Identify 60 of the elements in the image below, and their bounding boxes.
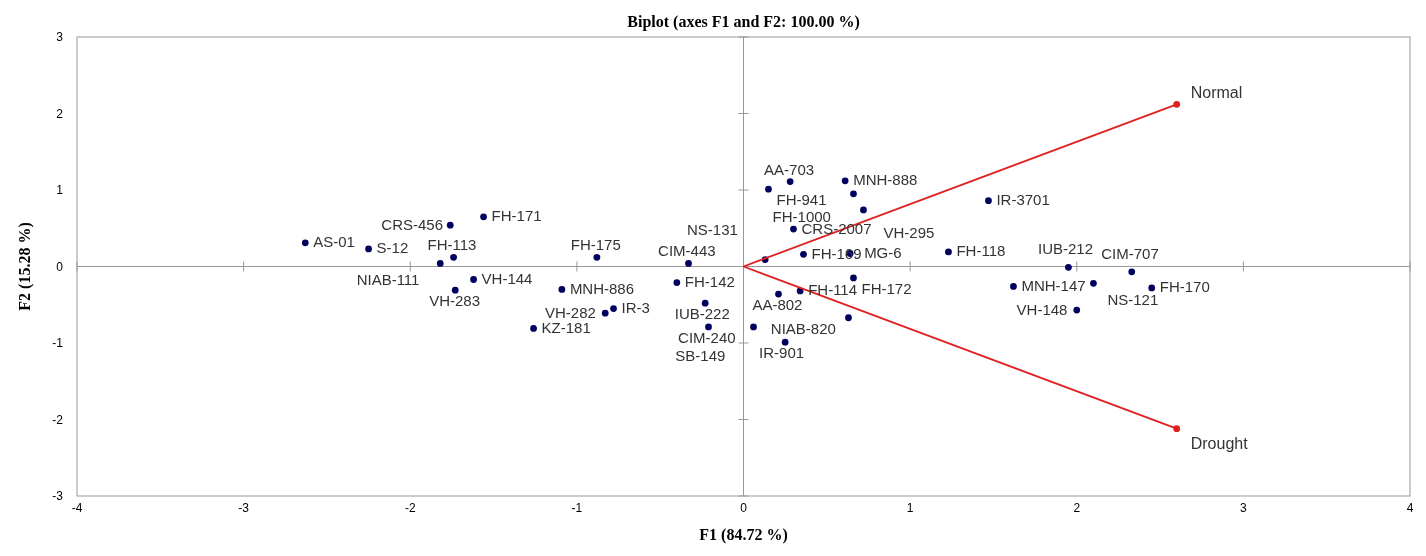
y-axis-title: F2 (15.28 %)	[16, 222, 34, 311]
data-label: IR-901	[759, 344, 805, 362]
x-tick-label: 3	[1240, 501, 1248, 515]
y-tick-label: -1	[52, 336, 64, 350]
y-tick-label: 0	[56, 259, 64, 274]
data-label: MNH-886	[569, 279, 635, 297]
data-label: AS-01	[313, 233, 355, 251]
series-label: Drought	[1190, 434, 1249, 452]
data-label: IR-3701	[996, 191, 1050, 209]
x-tick-label: -3	[238, 501, 250, 515]
x-tick-label: 2	[1073, 501, 1081, 515]
x-tick-label: 0	[740, 501, 748, 515]
data-label: FH-142	[684, 273, 735, 291]
data-label: FH-171	[491, 207, 542, 225]
data-label: VH-144	[481, 270, 533, 288]
x-tick-label: -1	[571, 501, 583, 515]
data-label: IR-3	[621, 299, 650, 317]
data-label: VH-148	[1016, 300, 1068, 318]
x-tick-label: 4	[1406, 501, 1414, 515]
data-label: NIAB-820	[770, 319, 836, 337]
data-label: VH-282	[545, 303, 596, 321]
data-label: AA-703	[764, 160, 815, 178]
data-label: FH-114	[808, 281, 858, 299]
data-label: VH-283	[429, 292, 480, 310]
data-label: NS-131	[686, 220, 738, 238]
y-tick-label: -2	[52, 412, 64, 427]
data-label: CIM-443	[658, 242, 716, 260]
data-label: NIAB-111	[356, 271, 420, 289]
x-axis-title: F1 (84.72 %)	[699, 526, 788, 544]
data-label: FH-1000	[772, 207, 831, 225]
y-tick-label: 1	[56, 183, 64, 197]
series-label: Normal	[1190, 84, 1243, 102]
data-label: SB-149	[675, 346, 726, 364]
data-label: NS-121	[1107, 291, 1159, 309]
data-label: CRS-456	[381, 215, 444, 233]
data-label: FH-118	[956, 242, 1006, 260]
data-label: IUB-222	[674, 305, 730, 323]
data-label: KZ-181	[541, 318, 591, 336]
data-label: AA-802	[752, 296, 803, 314]
data-label: FH-113	[427, 236, 477, 254]
data-label: MNH-888	[853, 171, 918, 189]
data-label: FH-172	[861, 279, 912, 297]
y-tick-label: -3	[52, 489, 64, 503]
data-label: MNH-147	[1021, 276, 1086, 294]
data-label: FH-169	[811, 244, 862, 262]
x-tick-label: 1	[906, 501, 914, 515]
chart-title: Biplot (axes F1 and F2: 100.00 %)	[627, 13, 860, 31]
y-tick-label: 3	[56, 30, 64, 44]
data-label: IUB-212	[1037, 240, 1093, 258]
data-label: CIM-707	[1101, 244, 1159, 262]
data-label: FH-170	[1159, 278, 1210, 296]
data-label: FH-175	[570, 236, 621, 254]
data-label: FH-941	[776, 191, 827, 209]
data-label: MG-6	[864, 243, 902, 261]
data-label: VH-295	[883, 223, 935, 241]
x-tick-label: -4	[71, 501, 83, 515]
y-tick-label: 2	[56, 106, 64, 121]
data-label: CIM-240	[678, 328, 736, 346]
data-label: S-12	[376, 239, 409, 257]
x-tick-label: -2	[404, 501, 416, 515]
